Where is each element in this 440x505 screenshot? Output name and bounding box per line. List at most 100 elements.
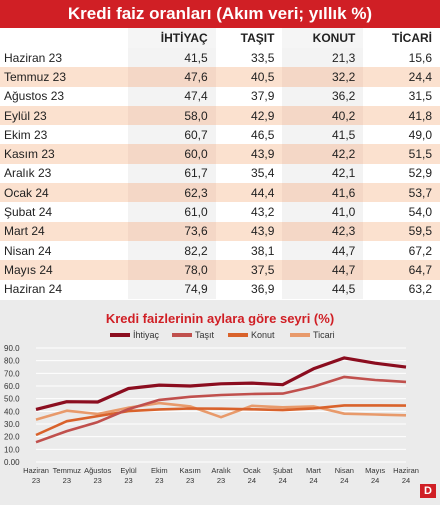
cell-ihtiyac: 82,2 <box>128 240 216 261</box>
cell-ticari: 53,7 <box>363 183 440 203</box>
cell-ihtiyac: 60,7 <box>128 125 216 145</box>
header-month <box>0 28 128 48</box>
x-tick-label-year: 23 <box>155 476 163 485</box>
x-tick-label: Şubat <box>273 466 294 475</box>
cell-ihtiyac: 73,6 <box>128 221 216 241</box>
y-tick-label: 0.00 <box>4 458 20 467</box>
row-month: Ocak 24 <box>0 183 128 203</box>
cell-ihtiyac: 47,4 <box>128 86 216 106</box>
y-tick-label: 40.0 <box>4 407 20 416</box>
cell-ticari: 64,7 <box>363 260 440 280</box>
y-tick-label: 90.0 <box>4 344 20 353</box>
cell-ihtiyac: 74,9 <box>128 279 216 299</box>
cell-tasit: 36,9 <box>215 279 283 299</box>
y-tick-label: 60.0 <box>4 382 20 391</box>
x-tick-label: Temmuz <box>53 466 82 475</box>
x-tick-label-year: 23 <box>124 476 132 485</box>
x-tick-label: Eylül <box>120 466 137 475</box>
header-ticari: TİCARİ <box>363 28 440 48</box>
cell-konut: 42,3 <box>282 221 364 241</box>
row-month: Nisan 24 <box>0 240 128 261</box>
x-tick-label: Mart <box>306 466 322 475</box>
cell-tasit: 37,9 <box>215 86 283 106</box>
header-tasit: TAŞIT <box>215 28 283 48</box>
table-row: Ekim 23 60,7 46,5 41,5 49,0 <box>0 125 440 145</box>
row-month: Mayıs 24 <box>0 260 128 280</box>
table-row: Mart 24 73,6 43,9 42,3 59,5 <box>0 221 440 241</box>
row-month: Mart 24 <box>0 221 128 241</box>
x-tick-label: Haziran <box>393 466 419 475</box>
publisher-logo: D <box>420 484 436 498</box>
x-tick-label-year: 23 <box>63 476 71 485</box>
table-row: Kasım 23 60,0 43,9 42,2 51,5 <box>0 144 440 164</box>
x-tick-label-year: 23 <box>32 476 40 485</box>
cell-konut: 41,5 <box>282 125 364 145</box>
legend-item-ticari: Ticari <box>290 330 335 340</box>
cell-konut: 44,5 <box>282 279 364 299</box>
cell-tasit: 40,5 <box>215 67 283 87</box>
table-row: Temmuz 23 47,6 40,5 32,2 24,4 <box>0 67 440 87</box>
x-tick-label-year: 23 <box>93 476 101 485</box>
legend-swatch-ihtiyac <box>110 333 130 337</box>
table-row: Ağustos 23 47,4 37,9 36,2 31,5 <box>0 86 440 106</box>
x-tick-label-year: 24 <box>371 476 379 485</box>
cell-tasit: 42,9 <box>215 105 283 126</box>
header-konut: KONUT <box>282 28 364 48</box>
cell-ticari: 51,5 <box>363 144 440 164</box>
cell-konut: 36,2 <box>282 86 364 106</box>
x-tick-label: Kasım <box>180 466 201 475</box>
legend-swatch-tasit <box>172 333 192 337</box>
cell-ticari: 15,6 <box>363 48 440 68</box>
x-tick-label: Ekim <box>151 466 168 475</box>
cell-tasit: 33,5 <box>215 48 283 68</box>
table-row: Haziran 24 74,9 36,9 44,5 63,2 <box>0 279 440 299</box>
y-tick-label: 10.0 <box>4 445 20 454</box>
cell-ticari: 59,5 <box>363 221 440 241</box>
x-tick-label: Ocak <box>243 466 261 475</box>
x-tick-label-year: 24 <box>309 476 317 485</box>
row-month: Haziran 23 <box>0 48 128 68</box>
table-title: Kredi faiz oranları (Akım veri; yıllık %… <box>0 0 440 28</box>
series-line-Ticari <box>35 401 407 421</box>
y-tick-label: 70.0 <box>4 369 20 378</box>
table-row: Mayıs 24 78,0 37,5 44,7 64,7 <box>0 260 440 280</box>
x-tick-label-year: 24 <box>248 476 256 485</box>
cell-tasit: 43,9 <box>215 221 283 241</box>
legend-item-ihtiyac: İhtiyaç <box>110 330 159 340</box>
series-line-Taşıt <box>35 375 407 444</box>
cell-tasit: 37,5 <box>215 260 283 280</box>
line-chart: 90.0 80.0 70.0 60.0 50.0 40.0 30.0 20.0 10.0 0.00… <box>4 344 419 485</box>
legend-label-ticari: Ticari <box>313 330 335 340</box>
y-tick-label: 50.0 <box>4 395 20 404</box>
x-tick-label-year: 24 <box>340 476 348 485</box>
y-tick-label: 80.0 <box>4 357 20 366</box>
cell-konut: 21,3 <box>282 48 364 68</box>
cell-tasit: 44,4 <box>215 183 283 203</box>
cell-konut: 41,0 <box>282 202 364 222</box>
row-month: Eylül 23 <box>0 105 128 126</box>
legend-item-konut: Konut <box>228 330 275 340</box>
series-line-Konut <box>35 404 407 437</box>
legend-label-ihtiyac: İhtiyaç <box>133 330 160 340</box>
cell-tasit: 46,5 <box>215 125 283 145</box>
chart-title: Kredi faizlerinin aylara göre seyri (%) <box>105 311 335 326</box>
cell-konut: 42,1 <box>282 163 364 184</box>
legend-swatch-ticari <box>290 333 310 337</box>
header-ihtiyac: İHTİYAÇ <box>128 28 216 48</box>
x-tick-label-year: 24 <box>278 476 286 485</box>
x-tick-label-year: 23 <box>186 476 194 485</box>
cell-ihtiyac: 60,0 <box>128 144 216 164</box>
cell-tasit: 38,1 <box>215 240 283 261</box>
cell-konut: 44,7 <box>282 260 364 280</box>
x-tick-label: Ağustos <box>84 466 111 475</box>
cell-tasit: 43,2 <box>215 202 283 222</box>
cell-ticari: 41,8 <box>363 105 440 126</box>
cell-ticari: 54,0 <box>363 202 440 222</box>
series-line-İhtiyaç <box>35 356 407 411</box>
y-tick-label: 30.0 <box>4 420 20 429</box>
table-row: Nisan 24 82,2 38,1 44,7 67,2 <box>0 240 440 261</box>
table-row: Haziran 23 41,5 33,5 21,3 15,6 <box>0 48 440 68</box>
cell-ticari: 24,4 <box>363 67 440 87</box>
x-tick-label: Haziran <box>23 466 49 475</box>
cell-tasit: 35,4 <box>215 163 283 184</box>
